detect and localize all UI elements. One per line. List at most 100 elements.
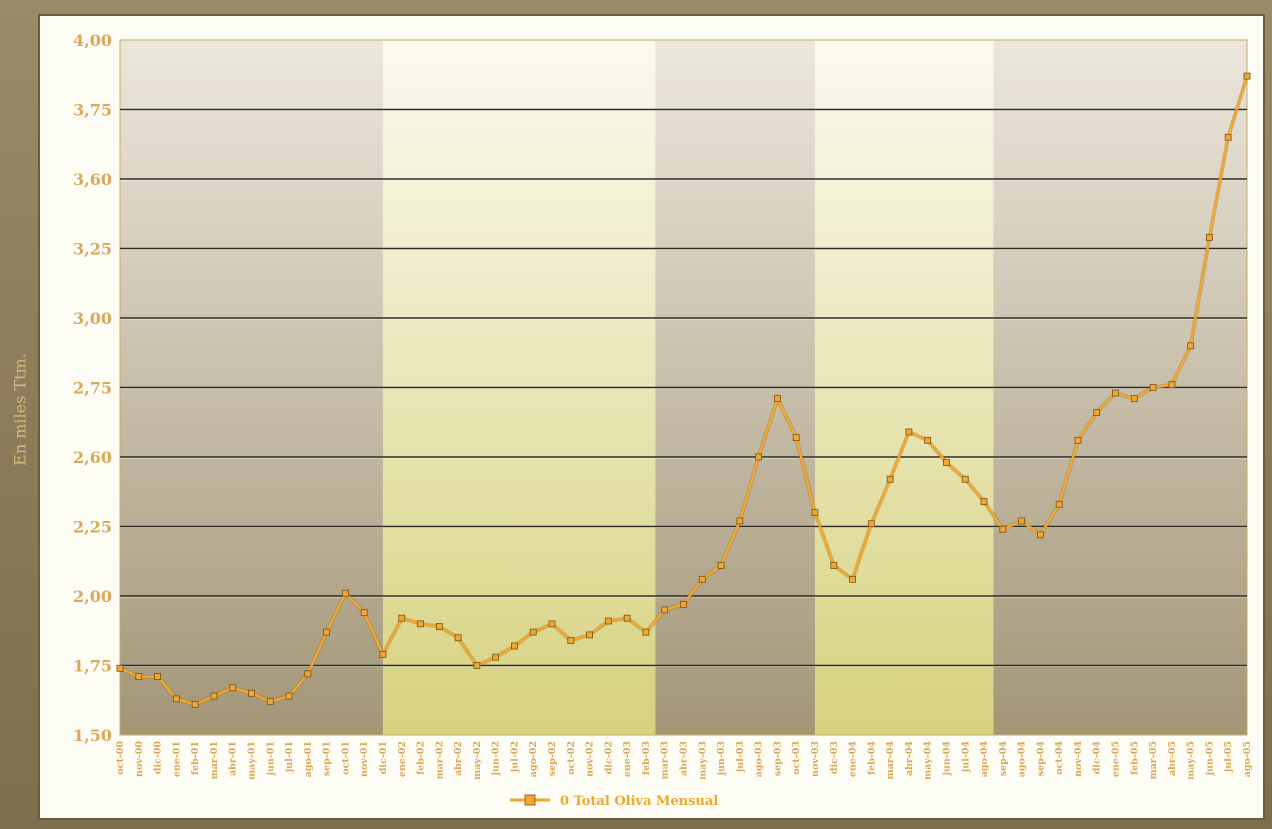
x-tick-label: nov-00 (134, 741, 145, 777)
y-tick-label: 2,25 (73, 518, 112, 537)
data-point (943, 459, 950, 466)
data-point (1187, 342, 1195, 350)
x-tick-label: nov-03 (810, 741, 821, 777)
data-point (680, 600, 687, 608)
x-tick-label: ago-04 (979, 741, 990, 778)
x-tick-label: jul-05 (1223, 741, 1234, 773)
y-tick-label: 2,00 (73, 587, 112, 606)
data-point (1036, 531, 1044, 539)
x-tick-label: oct-01 (340, 741, 351, 775)
x-tick-label: dic-02 (603, 741, 614, 774)
x-tick-label: mar-04 (885, 741, 896, 780)
data-point (642, 628, 650, 636)
x-tick-label: sep-04 (998, 741, 1009, 777)
x-tick-label: abr-03 (679, 741, 690, 776)
data-point (210, 692, 218, 700)
data-point (586, 631, 593, 639)
x-tick-label: ago-02 (528, 741, 539, 777)
data-point (1224, 133, 1232, 141)
data-point (774, 395, 781, 403)
x-tick-label: abr-01 (228, 741, 239, 776)
x-tick-label: mar-05 (1148, 741, 1159, 779)
x-tick-label: feb-02 (416, 741, 427, 775)
data-point (811, 509, 819, 517)
x-tick-label: jun-02 (491, 741, 502, 776)
y-tick-label: 1,75 (73, 657, 112, 676)
x-tick-label: dic-00 (153, 741, 164, 775)
data-point (172, 695, 180, 703)
data-point (417, 620, 424, 628)
x-tick-label: oct-04 (1054, 741, 1065, 775)
data-point (360, 609, 368, 617)
x-tick-label: ago-03 (754, 741, 765, 777)
data-point (1018, 517, 1025, 525)
x-tick-label: ene-01 (171, 741, 182, 777)
data-point (248, 689, 255, 697)
x-tick-label: feb-03 (641, 741, 652, 775)
x-tick-label: dic-03 (829, 741, 840, 774)
data-point (492, 653, 500, 661)
data-point (1149, 384, 1157, 391)
x-tick-label: sep-04 (1035, 741, 1046, 777)
y-tick-label: 4,00 (73, 31, 112, 50)
data-point (304, 670, 312, 678)
data-point (924, 436, 932, 444)
data-point (830, 562, 838, 569)
x-tick-label: ene-05 (1111, 741, 1122, 777)
x-tick-label: abr-04 (904, 741, 915, 776)
x-tick-label: jul-01 (284, 741, 295, 773)
data-point (567, 637, 575, 644)
x-tick-label: may-05 (1186, 741, 1197, 780)
x-tick-label: ene-04 (848, 741, 859, 778)
y-tick-label: 3,60 (73, 170, 112, 189)
x-tick-label: jun-04 (941, 741, 952, 777)
x-tick-label: ago-01 (303, 741, 314, 777)
x-tick-label: nov-04 (1073, 741, 1084, 777)
data-point (1093, 409, 1101, 416)
legend-label: 0 Total Oliva Mensual (560, 794, 718, 809)
data-point (398, 614, 406, 622)
legend-marker (524, 794, 536, 806)
data-point (379, 650, 387, 658)
x-tick-label: jun-03 (716, 741, 727, 776)
data-point (604, 617, 612, 625)
data-point (717, 562, 725, 569)
x-tick-label: dic-04 (1092, 741, 1103, 775)
data-point (341, 589, 349, 597)
x-tick-label: mar-03 (660, 741, 671, 779)
data-point (1055, 500, 1063, 508)
x-tick-label: ene-02 (397, 741, 408, 777)
x-tick-label: mar-02 (434, 741, 445, 779)
x-tick-label: jun-01 (265, 741, 276, 776)
data-point (886, 475, 894, 483)
data-point (736, 517, 744, 525)
data-point (511, 642, 518, 650)
x-tick-label: abr-02 (453, 741, 464, 776)
x-tick-label: nov-02 (585, 741, 596, 777)
data-point (623, 614, 631, 622)
x-tick-label: sep-01 (322, 741, 333, 776)
x-tick-label: ago-05 (1242, 741, 1253, 777)
x-tick-label: may-02 (472, 741, 483, 780)
data-point (266, 698, 274, 706)
data-point (1112, 389, 1119, 397)
x-tick-label: ago-04 (1017, 741, 1028, 778)
data-point (435, 623, 443, 630)
data-point (529, 628, 537, 636)
x-tick-label: may-03 (697, 741, 708, 780)
data-point (792, 434, 800, 441)
x-tick-label: dic-01 (378, 741, 389, 774)
y-tick-label: 1,50 (73, 726, 112, 745)
data-point (229, 684, 237, 692)
x-tick-label: abr-05 (1167, 741, 1178, 776)
data-point (661, 606, 669, 614)
y-tick-label: 3,75 (73, 101, 112, 120)
x-tick-label: oct-02 (566, 741, 577, 775)
x-tick-label: ene-03 (622, 741, 633, 777)
data-point (1130, 395, 1138, 403)
data-point (980, 498, 988, 505)
y-tick-label: 3,25 (73, 240, 112, 259)
x-tick-label: feb-05 (1129, 741, 1140, 775)
data-point (323, 628, 331, 636)
